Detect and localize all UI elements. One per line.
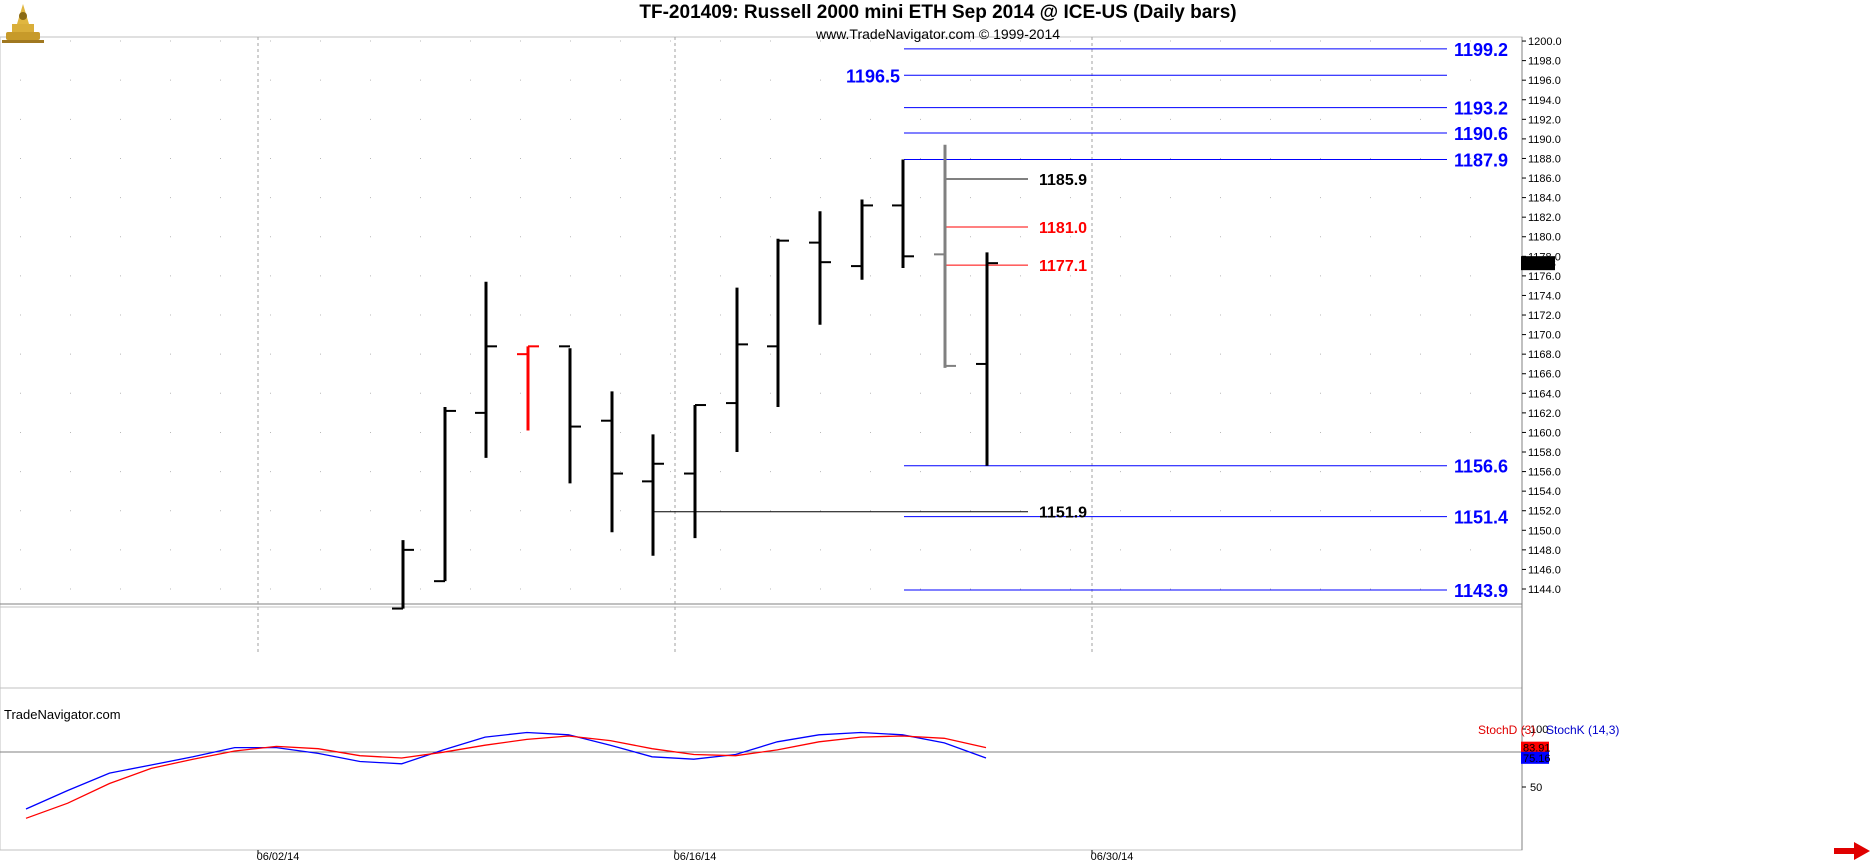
level-label: 1199.2	[1454, 40, 1508, 60]
ohlc-bar	[392, 540, 414, 610]
ohlc-bar	[892, 159, 914, 269]
level-label: 1190.6	[1454, 124, 1508, 144]
ohlc-bar	[809, 211, 831, 325]
stoch-d-legend: StochD (3)	[1478, 723, 1536, 737]
y-tick-label: 1162.0	[1528, 408, 1561, 420]
y-tick-label: 1168.0	[1528, 349, 1561, 361]
y-tick-label: 1180.0	[1528, 232, 1561, 244]
y-tick-label: 1184.0	[1528, 193, 1561, 205]
y-tick-label: 1164.0	[1528, 388, 1561, 400]
level-label: 1187.9	[1454, 150, 1508, 170]
ohlc-bar	[559, 345, 581, 484]
y-tick-label: 1188.0	[1528, 153, 1561, 165]
level-label: 1151.4	[1454, 508, 1508, 528]
x-tick-label: 06/16/14	[674, 851, 717, 863]
y-tick-label: 1158.0	[1528, 447, 1561, 459]
y-tick-label: 1182.0	[1528, 212, 1561, 224]
ohlc-bar	[517, 345, 539, 431]
level-label: 1181.0	[1039, 220, 1087, 237]
stoch-d-value: 83.91	[1523, 743, 1551, 755]
stoch-d-badge	[1521, 741, 1549, 754]
y-tick-label: 1194.0	[1528, 95, 1561, 107]
date-axis: 06/02/14 06/16/14 06/30/14	[257, 850, 1134, 863]
ohlc-bar	[642, 434, 664, 556]
y-tick-label: 1144.0	[1528, 584, 1561, 596]
ohlc-bar	[434, 406, 456, 583]
price-levels: 1199.2 1193.2 1190.6 1187.9 1156.6 1151.4 1143…	[654, 40, 1508, 601]
y-tick-label: 1174.0	[1528, 290, 1561, 302]
stoch-d-line	[25, 735, 987, 819]
y-tick-label: 1200.0	[1528, 36, 1562, 48]
ohlc-bar	[934, 144, 956, 368]
x-tick-label: 06/02/14	[257, 851, 300, 863]
last-price-label: 1177.3	[1523, 258, 1556, 270]
y-tick-label: 1150.0	[1528, 525, 1561, 537]
level-label: 1177.1	[1039, 258, 1087, 275]
ohlc-bar	[851, 199, 873, 280]
stoch-tick-label: 100	[1530, 724, 1548, 736]
stoch-tick-label: 50	[1530, 782, 1542, 794]
level-label: 1193.2	[1454, 99, 1508, 119]
price-bars	[392, 144, 998, 610]
stoch-k-value: 75.16	[1523, 753, 1551, 765]
chart-title: TF-201409: Russell 2000 mini ETH Sep 201…	[639, 2, 1237, 23]
ohlc-bar	[726, 287, 748, 453]
ohlc-bar	[601, 391, 623, 533]
level-label: 1156.6	[1454, 457, 1508, 477]
y-tick-label: 1156.0	[1528, 467, 1561, 479]
stoch-k-legend: StochK (14,3)	[1546, 723, 1620, 737]
ohlc-bar	[475, 281, 497, 458]
y-tick-label: 1160.0	[1528, 427, 1561, 439]
y-tick-label: 1186.0	[1528, 173, 1561, 185]
level-label: 1143.9	[1454, 581, 1508, 601]
y-tick-label: 1154.0	[1528, 486, 1561, 498]
trade-navigator-logo-icon[interactable]	[2, 2, 44, 44]
ohlc-bar	[976, 252, 998, 466]
level-label: 1185.9	[1039, 172, 1087, 189]
last-price-badge	[1521, 256, 1555, 271]
y-tick-label: 1146.0	[1528, 564, 1561, 576]
grid	[0, 36, 1523, 851]
ohlc-bar	[767, 238, 789, 407]
level-label: 1196.5	[846, 66, 900, 86]
chart-subtitle: www.TradeNavigator.com © 1999-2014	[815, 26, 1061, 42]
stoch-k-line	[25, 731, 987, 810]
y-tick-label: 1152.0	[1528, 506, 1561, 518]
price-axis: 1144.0 1146.0 1148.0 1150.0 1152.0 1154.0 1156…	[1521, 36, 1562, 596]
y-tick-label: 1190.0	[1528, 134, 1561, 146]
x-tick-label: 06/30/14	[1091, 851, 1134, 863]
stoch-k-badge	[1521, 751, 1549, 764]
period-separators	[257, 37, 1093, 652]
y-tick-label: 1172.0	[1528, 310, 1561, 322]
y-tick-label: 1196.0	[1528, 75, 1561, 87]
watermark: TradeNavigator.com	[4, 707, 121, 722]
ohlc-bar	[684, 404, 706, 539]
scroll-right-arrow-icon[interactable]	[1832, 841, 1872, 861]
y-tick-label: 1166.0	[1528, 369, 1561, 381]
y-tick-label: 1170.0	[1528, 330, 1561, 342]
y-tick-label: 1176.0	[1528, 271, 1561, 283]
y-tick-label: 1148.0	[1528, 545, 1561, 557]
level-label: 1151.9	[1039, 505, 1087, 522]
y-tick-label: 1192.0	[1528, 114, 1561, 126]
y-tick-label: 1198.0	[1528, 56, 1561, 68]
